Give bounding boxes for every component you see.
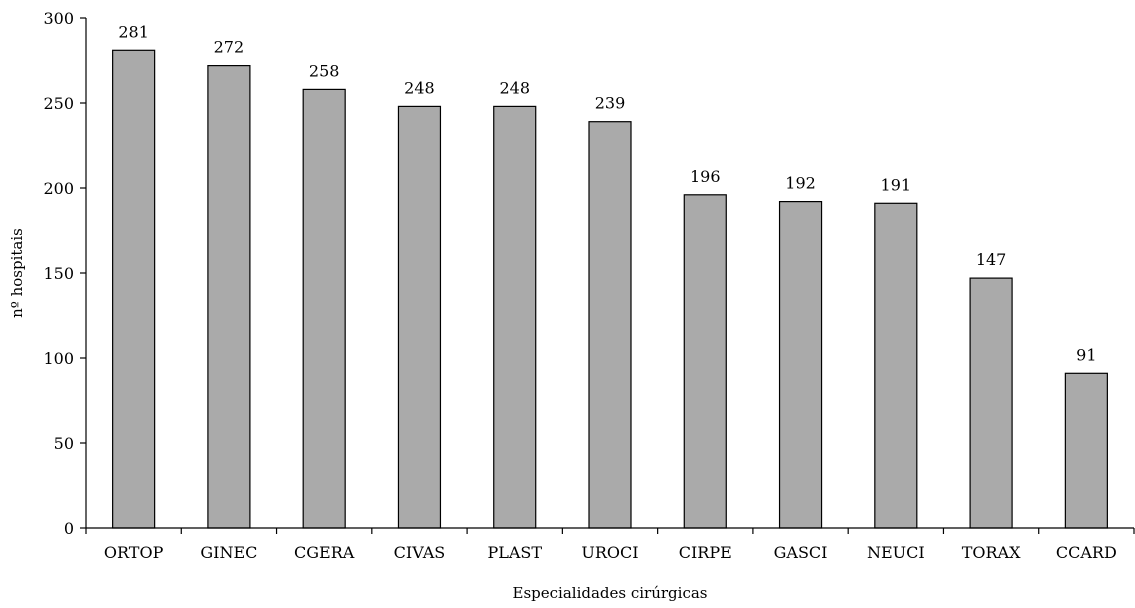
bar-torax (969, 277, 1013, 529)
data-label: 191 (881, 175, 912, 194)
bar-ginec (207, 64, 251, 529)
x-tick-label: CCARD (1056, 543, 1117, 562)
bar-ccard (1064, 372, 1108, 529)
x-tick-label: PLAST (487, 543, 542, 562)
bar-cgera (302, 88, 346, 529)
y-axis-title: nº hospitais (8, 228, 26, 318)
bar-civas (397, 105, 442, 529)
x-axis-title: Especialidades cirúrgicas (513, 584, 708, 602)
data-label: 272 (214, 38, 245, 57)
x-ticks: ORTOP GINEC CGERA CIVAS PLAST UROCI CIRPE GASCI… (85, 528, 1135, 562)
x-tick-label: UROCI (581, 543, 638, 562)
data-labels: 281 272 258 248 248 239 196 192 191 147 91 (118, 22, 1096, 364)
y-tick-label: 0 (64, 519, 74, 538)
bar-ortop (112, 49, 156, 529)
data-label: 192 (785, 174, 816, 193)
y-tick-label: 50 (54, 434, 74, 453)
x-tick-label: TORAX (962, 543, 1021, 562)
x-tick-label: CGERA (294, 543, 355, 562)
bar-uroci (588, 121, 632, 529)
x-tick-label: ORTOP (104, 543, 164, 562)
bar-gasci (778, 201, 823, 529)
data-label: 248 (404, 78, 435, 97)
x-tick-label: CIRPE (679, 543, 732, 562)
data-label: 281 (118, 22, 149, 41)
x-tick-label: GINEC (200, 543, 257, 562)
x-tick-label: CIVAS (394, 543, 446, 562)
bars-layer (112, 49, 1108, 529)
bar-plast (493, 105, 537, 529)
x-tick-label: GASCI (774, 543, 828, 562)
bar-neuci (874, 202, 918, 529)
data-label: 248 (499, 78, 530, 97)
bar-cirpe (683, 194, 727, 529)
y-tick-label: 100 (43, 349, 74, 368)
y-tick-label: 150 (43, 264, 74, 283)
y-ticks: 0 50 100 150 200 250 300 (43, 9, 86, 538)
y-tick-label: 250 (43, 94, 74, 113)
x-tick-label: NEUCI (867, 543, 925, 562)
data-label: 239 (595, 94, 626, 113)
data-label: 147 (976, 250, 1007, 269)
y-tick-label: 200 (43, 179, 74, 198)
data-label: 196 (690, 167, 721, 186)
y-tick-label: 300 (43, 9, 74, 28)
data-label: 91 (1076, 345, 1096, 364)
data-label: 258 (309, 61, 340, 80)
